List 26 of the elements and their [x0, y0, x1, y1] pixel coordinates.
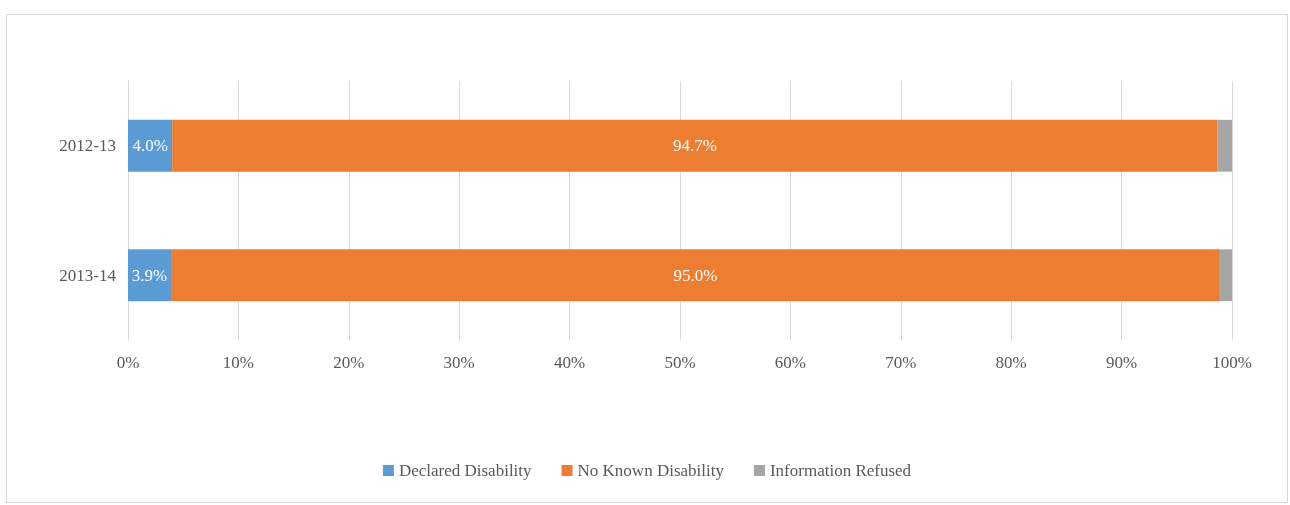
bar — [128, 119, 173, 172]
data-label: 4.0% — [132, 136, 168, 156]
x-tick-label: 0% — [116, 353, 140, 372]
x-tick-label: 20% — [333, 353, 365, 372]
bar — [128, 249, 172, 302]
x-tick-label: 80% — [995, 353, 1027, 372]
bar — [171, 249, 1220, 302]
x-tick-label: 100% — [1212, 353, 1252, 372]
data-label: 95.0% — [673, 265, 718, 285]
legend-label: Declared Disability — [398, 461, 533, 480]
x-tick-label: 40% — [554, 353, 586, 372]
x-tick-label: 90% — [1106, 353, 1138, 372]
data-label: 3.9% — [131, 265, 168, 285]
bar — [1219, 249, 1232, 302]
legend-label: No Known Disability — [577, 461, 725, 480]
x-tick-label: 30% — [443, 353, 475, 372]
x-tick-label: 50% — [664, 353, 696, 372]
bar — [1217, 119, 1232, 172]
y-tick-label: 2013-14 — [59, 265, 117, 285]
bar — [172, 119, 1218, 172]
x-tick-label: 70% — [885, 353, 917, 372]
data-label: 94.7% — [672, 136, 717, 156]
legend-label: Information Refused — [769, 461, 912, 480]
y-tick-label: 2012-13 — [59, 136, 116, 156]
x-tick-label: 10% — [222, 353, 254, 372]
x-tick-label: 60% — [774, 353, 806, 372]
